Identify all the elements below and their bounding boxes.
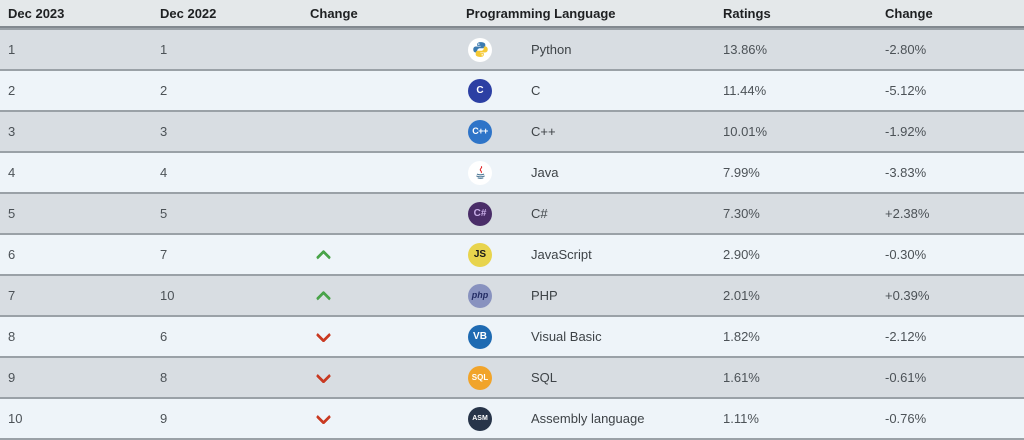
header-dec-2023: Dec 2023 bbox=[8, 5, 65, 21]
language-name: C bbox=[531, 83, 541, 98]
cpp-icon: C++ bbox=[468, 119, 492, 144]
table-row: 4 4 Java 7.99% -3.83% bbox=[0, 151, 1024, 192]
language-name: C++ bbox=[531, 124, 556, 139]
rank-2022: 9 bbox=[160, 411, 168, 426]
language-name: JavaScript bbox=[531, 247, 592, 262]
table-row: 10 9 ASM Assembly language 1.11% -0.76% bbox=[0, 397, 1024, 438]
header-change-pct: Change bbox=[885, 5, 933, 21]
js-icon: JS bbox=[468, 242, 492, 267]
language-name: Python bbox=[531, 42, 572, 57]
table-row: 8 6 VB Visual Basic 1.82% -2.12% bbox=[0, 315, 1024, 356]
rank-2023: 10 bbox=[8, 411, 23, 426]
change-value: -0.76% bbox=[885, 411, 927, 426]
rating-value: 2.01% bbox=[723, 288, 760, 303]
up-arrow-icon bbox=[315, 249, 332, 260]
down-arrow-icon bbox=[315, 372, 332, 383]
language-name: Visual Basic bbox=[531, 329, 602, 344]
rating-value: 1.61% bbox=[723, 370, 760, 385]
c-icon: C bbox=[468, 78, 492, 103]
rank-2023: 4 bbox=[8, 165, 16, 180]
rating-value: 7.30% bbox=[723, 206, 760, 221]
language-name: PHP bbox=[531, 288, 558, 303]
rank-2022: 10 bbox=[160, 288, 175, 303]
rank-2023: 9 bbox=[8, 370, 16, 385]
rating-value: 13.86% bbox=[723, 42, 768, 57]
header-change: Change bbox=[310, 5, 358, 21]
rank-2022: 8 bbox=[160, 370, 168, 385]
rank-2022: 2 bbox=[160, 83, 168, 98]
rank-2023: 7 bbox=[8, 288, 16, 303]
language-name: Java bbox=[531, 165, 559, 180]
table-row: 2 2 C C 11.44% -5.12% bbox=[0, 69, 1024, 110]
table-row: 1 1 Python 13.86% -2.80% bbox=[0, 28, 1024, 69]
header-ratings: Ratings bbox=[723, 5, 771, 21]
change-value: +0.39% bbox=[885, 288, 930, 303]
change-value: -3.83% bbox=[885, 165, 927, 180]
language-name: Assembly language bbox=[531, 411, 645, 426]
change-value: -5.12% bbox=[885, 83, 927, 98]
rank-2023: 2 bbox=[8, 83, 16, 98]
rating-value: 7.99% bbox=[723, 165, 760, 180]
asm-icon: ASM bbox=[468, 406, 492, 431]
sql-icon: SQL bbox=[468, 365, 492, 390]
rank-2022: 4 bbox=[160, 165, 168, 180]
java-icon bbox=[468, 160, 492, 185]
table-row: 5 5 C# C# 7.30% +2.38% bbox=[0, 192, 1024, 233]
change-value: -0.30% bbox=[885, 247, 927, 262]
rank-2022: 7 bbox=[160, 247, 168, 262]
rank-2022: 1 bbox=[160, 42, 168, 57]
table-row: 6 7 JS JavaScript 2.90% -0.30% bbox=[0, 233, 1024, 274]
vb-icon: VB bbox=[468, 324, 492, 349]
change-value: -1.92% bbox=[885, 124, 927, 139]
rank-2023: 5 bbox=[8, 206, 16, 221]
rating-value: 1.82% bbox=[723, 329, 760, 344]
change-value: -2.12% bbox=[885, 329, 927, 344]
down-arrow-icon bbox=[315, 413, 332, 424]
rank-2022: 5 bbox=[160, 206, 168, 221]
rank-2023: 8 bbox=[8, 329, 16, 344]
rating-value: 1.11% bbox=[723, 411, 759, 426]
header-dec-2022: Dec 2022 bbox=[160, 5, 217, 21]
python-icon bbox=[468, 37, 492, 62]
header-programming-language: Programming Language bbox=[466, 5, 616, 21]
language-name: C# bbox=[531, 206, 548, 221]
rank-2023: 3 bbox=[8, 124, 16, 139]
csharp-icon: C# bbox=[468, 201, 492, 226]
table-row: 3 3 C++ C++ 10.01% -1.92% bbox=[0, 110, 1024, 151]
language-name: SQL bbox=[531, 370, 558, 385]
rank-2022: 6 bbox=[160, 329, 168, 344]
down-arrow-icon bbox=[315, 331, 332, 342]
change-value: -0.61% bbox=[885, 370, 927, 385]
table-row: 9 8 SQL SQL 1.61% -0.61% bbox=[0, 356, 1024, 397]
rating-value: 10.01% bbox=[723, 124, 768, 139]
php-icon: php bbox=[468, 283, 492, 308]
rank-2022: 3 bbox=[160, 124, 168, 139]
rank-2023: 1 bbox=[8, 42, 16, 57]
rating-value: 2.90% bbox=[723, 247, 760, 262]
table-header: Dec 2023 Dec 2022 Change Programming Lan… bbox=[0, 0, 1024, 28]
change-value: -2.80% bbox=[885, 42, 927, 57]
table-row: 7 10 php PHP 2.01% +0.39% bbox=[0, 274, 1024, 315]
rank-2023: 6 bbox=[8, 247, 16, 262]
change-value: +2.38% bbox=[885, 206, 930, 221]
rating-value: 11.44% bbox=[723, 83, 767, 98]
up-arrow-icon bbox=[315, 290, 332, 301]
